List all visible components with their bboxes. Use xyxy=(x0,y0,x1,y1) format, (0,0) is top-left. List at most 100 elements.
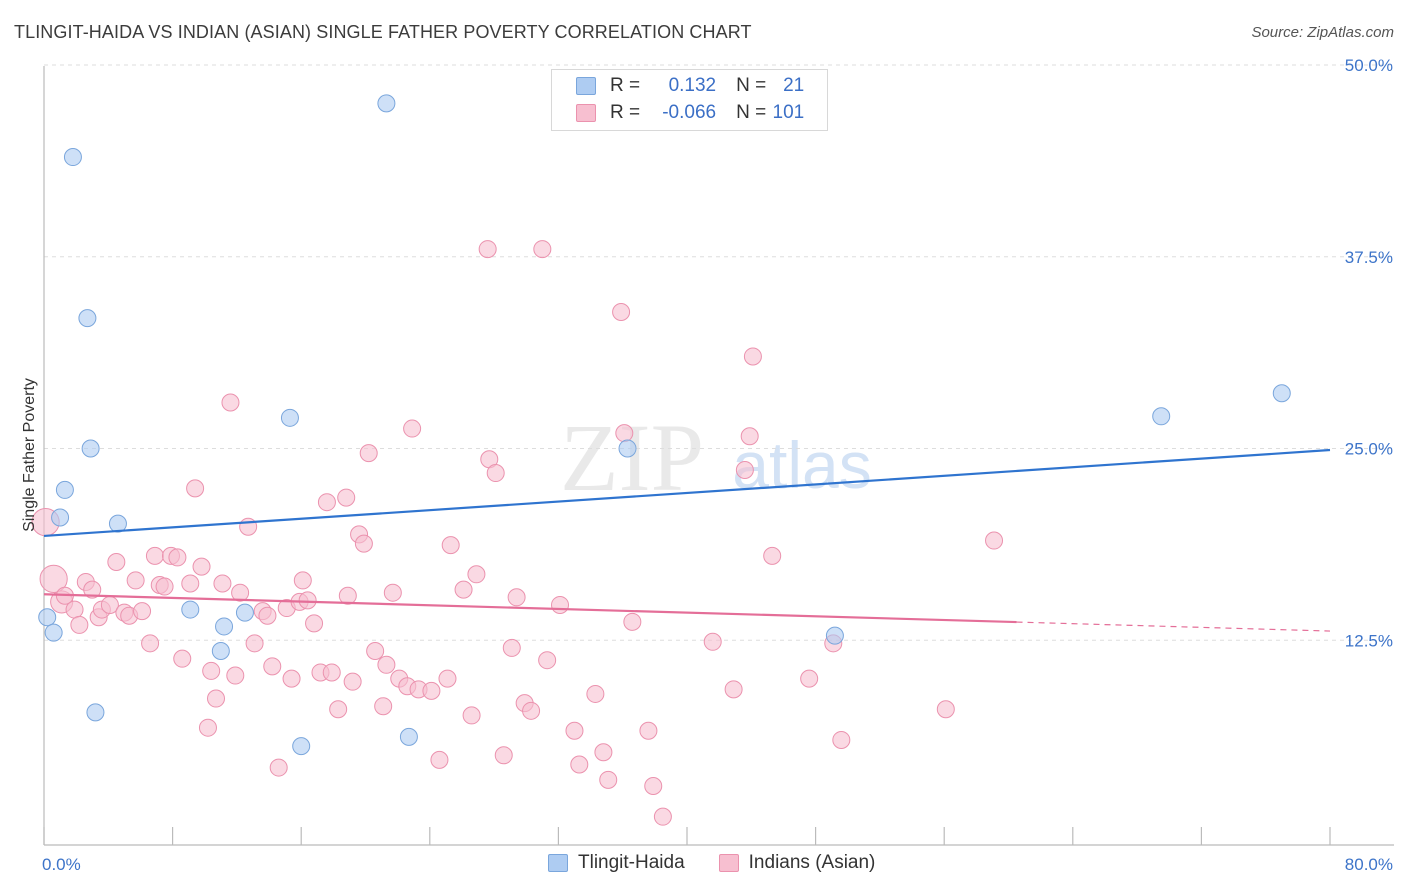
data-point xyxy=(374,697,393,716)
data-point xyxy=(399,727,418,746)
data-point xyxy=(639,721,658,740)
data-point xyxy=(612,302,631,321)
data-point xyxy=(337,488,356,507)
data-point xyxy=(141,634,160,653)
data-point xyxy=(800,669,819,688)
data-point xyxy=(467,565,486,584)
data-point xyxy=(235,603,254,622)
data-point xyxy=(63,148,82,167)
trend-line xyxy=(43,593,1017,624)
data-point xyxy=(551,595,570,614)
data-point xyxy=(65,600,84,619)
series-indians-asian xyxy=(31,240,1004,826)
data-point xyxy=(422,681,441,700)
data-point xyxy=(51,508,70,527)
legend-n-value: 101 xyxy=(772,102,805,123)
data-point xyxy=(231,583,250,602)
data-point xyxy=(181,600,200,619)
data-point xyxy=(494,746,513,765)
data-point xyxy=(269,758,288,777)
data-point xyxy=(763,546,782,565)
chart-title: TLINGIT-HAIDA VS INDIAN (ASIAN) SINGLE F… xyxy=(14,22,752,42)
data-point xyxy=(985,531,1004,550)
data-point xyxy=(181,574,200,593)
legend-n-value: 21 xyxy=(783,75,805,96)
data-point xyxy=(507,588,526,607)
pink-swatch xyxy=(576,104,596,122)
data-point xyxy=(83,580,102,599)
data-point xyxy=(594,743,613,762)
data-point xyxy=(653,807,672,826)
blue-swatch xyxy=(576,77,596,95)
blue-swatch xyxy=(548,854,568,872)
data-point xyxy=(615,424,634,443)
data-point xyxy=(329,700,348,719)
data-point xyxy=(377,655,396,674)
data-point xyxy=(298,591,317,610)
data-point xyxy=(86,703,105,722)
y-tick-label: 12.5% xyxy=(1345,631,1393,650)
trend-lines xyxy=(43,448,1331,632)
data-point xyxy=(168,548,187,567)
data-point xyxy=(618,439,637,458)
y-tick-label: 37.5% xyxy=(1345,248,1393,267)
source-label: Source: ZipAtlas.com xyxy=(1251,24,1394,41)
data-point xyxy=(81,439,100,458)
data-point xyxy=(533,240,552,259)
data-point xyxy=(155,577,174,596)
series-name: Indians (Asian) xyxy=(748,852,876,873)
data-point xyxy=(1272,384,1291,403)
legend-r-value: 0.132 xyxy=(668,75,717,96)
x-tick-label: 0.0% xyxy=(42,855,81,874)
data-point xyxy=(186,479,205,498)
data-point xyxy=(70,615,89,634)
data-point xyxy=(213,574,232,593)
data-point xyxy=(133,602,152,621)
data-point xyxy=(173,649,192,668)
data-point xyxy=(322,663,341,682)
data-point xyxy=(441,536,460,555)
data-point xyxy=(293,571,312,590)
data-point xyxy=(538,651,557,670)
data-point xyxy=(735,460,754,479)
data-point xyxy=(198,718,217,737)
series-name: Tlingit-Haida xyxy=(578,852,685,873)
legend-n-label: N = xyxy=(736,102,767,123)
data-point xyxy=(486,464,505,483)
data-point xyxy=(478,240,497,259)
bottom-legend-indians-asian: Indians (Asian) xyxy=(718,852,876,874)
data-point xyxy=(292,737,311,756)
data-point xyxy=(359,444,378,463)
bottom-legend-tlingit-haida: Tlingit-Haida xyxy=(548,852,685,874)
data-point xyxy=(366,641,385,660)
data-point xyxy=(245,634,264,653)
data-point xyxy=(145,546,164,565)
y-tick-label: 25.0% xyxy=(1345,440,1393,459)
data-point xyxy=(107,553,126,572)
data-point xyxy=(825,626,844,645)
y-tick-label: 50.0% xyxy=(1345,56,1393,75)
data-point xyxy=(207,689,226,708)
data-point xyxy=(565,721,584,740)
legend-n-label: N = xyxy=(736,75,767,96)
data-point xyxy=(570,755,589,774)
legend-r-value: -0.066 xyxy=(662,102,717,123)
data-point xyxy=(226,666,245,685)
axes xyxy=(43,66,1394,846)
data-point xyxy=(338,586,357,605)
data-point xyxy=(221,393,240,412)
legend-box: R = 0.132 N = 21 R = -0.066 N = 101 xyxy=(551,69,828,131)
data-point xyxy=(724,680,743,699)
data-point xyxy=(623,612,642,631)
data-point xyxy=(1152,407,1171,426)
pink-swatch xyxy=(718,854,739,872)
data-point xyxy=(38,608,57,627)
data-point xyxy=(55,480,74,499)
data-point xyxy=(258,606,277,625)
bottom-legend: Tlingit-Haida Indians (Asian) xyxy=(548,852,909,874)
data-point xyxy=(211,641,230,660)
data-point xyxy=(377,94,396,113)
data-point xyxy=(39,564,68,593)
data-point xyxy=(740,427,759,446)
